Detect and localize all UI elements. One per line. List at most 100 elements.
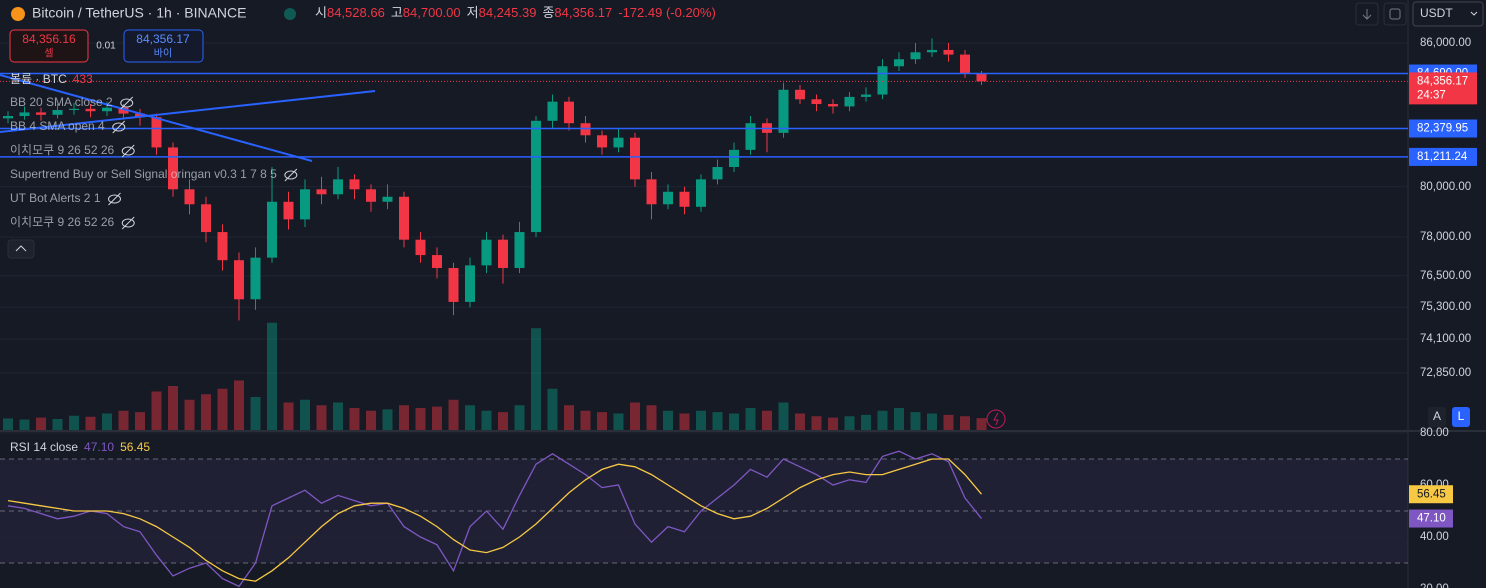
volume-bar <box>976 418 987 430</box>
buy-label: 바이 <box>154 48 172 60</box>
volume-bar <box>168 386 178 430</box>
rsi-tag <box>1409 485 1453 504</box>
hline-tag <box>1409 119 1477 138</box>
grid <box>0 42 1408 564</box>
trend-line <box>0 74 313 162</box>
rsi-value: 56.45 <box>120 440 150 454</box>
candle-body <box>679 191 690 207</box>
candle-body <box>663 191 673 205</box>
log-button[interactable] <box>1452 407 1470 427</box>
candle-body <box>102 107 112 112</box>
candle-body <box>333 179 343 195</box>
candle-body <box>514 232 525 268</box>
buy-button[interactable] <box>123 29 204 63</box>
candle-body <box>69 108 79 111</box>
alert-icon[interactable] <box>986 409 1006 429</box>
volume-bar <box>234 380 244 430</box>
volume-bar <box>597 412 607 430</box>
chevron <box>1470 11 1478 16</box>
candle-body <box>861 94 871 97</box>
candle-body <box>498 239 508 268</box>
eye-hidden-icon[interactable] <box>112 122 126 132</box>
trend-line <box>0 90 376 133</box>
ohlc-key: 고 <box>391 5 403 20</box>
indicator-name: 이치모쿠 9 26 52 26 <box>10 143 115 157</box>
ohlc-key: 시 <box>315 5 327 20</box>
rsi-legend: RSI 14 close 47.10 56.45 <box>10 440 150 454</box>
legend-toggle[interactable] <box>7 239 35 259</box>
volume-bar <box>712 412 723 430</box>
volume-bar <box>267 322 277 430</box>
volume-bar <box>184 399 195 430</box>
candle-body <box>910 52 921 60</box>
y-tick-label: 86,000.00 <box>1420 37 1471 49</box>
volume-bar <box>52 419 63 430</box>
eye-hidden-icon[interactable] <box>120 98 134 108</box>
y-tick-label: 75,300.00 <box>1420 301 1471 313</box>
volume-bar <box>399 405 409 430</box>
ohlc-value: 84,245.39 <box>479 5 537 20</box>
fullscreen-icon <box>1389 8 1401 20</box>
volume-bar <box>36 417 46 430</box>
fullscreen-button[interactable] <box>1383 2 1407 26</box>
indicator-name: 이치모쿠 9 26 52 26 <box>10 215 115 229</box>
candle-body <box>267 201 277 258</box>
volume-bar <box>118 410 129 430</box>
auto-button[interactable] <box>1428 407 1446 427</box>
y-tick-label: 80.00 <box>1420 427 1449 439</box>
eye-slash <box>121 144 135 158</box>
indicator-name: UT Bot Alerts 2 1 <box>10 191 101 205</box>
candle-body <box>646 179 657 205</box>
sell-button[interactable] <box>9 29 89 63</box>
indicator-name: BB 4 SMA open 4 <box>10 119 105 133</box>
price-tag <box>1409 72 1477 105</box>
buy-price: 84,356.17 <box>136 32 190 46</box>
chevron <box>15 245 27 252</box>
y-tick-label: 20.00 <box>1420 583 1449 588</box>
eye-hidden-icon[interactable] <box>121 146 135 156</box>
collapse-button[interactable] <box>1355 2 1379 26</box>
volume-bar <box>580 410 591 430</box>
volume-bar <box>795 413 805 430</box>
ohlc-value: 84,700.00 <box>403 5 461 20</box>
candle-body <box>613 137 624 148</box>
candle-body <box>382 196 393 202</box>
auto-label: A <box>1433 409 1441 423</box>
volume-bar <box>316 405 327 430</box>
hline-tag <box>1409 147 1477 166</box>
volume-bar <box>910 412 921 430</box>
volume-bar <box>646 405 657 430</box>
candle-body <box>184 189 195 205</box>
volume-bar <box>283 402 294 430</box>
log-label: L <box>1458 409 1465 423</box>
y-tick-label: 78,000.00 <box>1420 231 1471 243</box>
candle-body <box>135 113 145 118</box>
price-axis: 86,000.00 80,000.00 78,000.00 76,500.00 75,3… <box>1409 37 1477 588</box>
volume-bar <box>366 410 376 430</box>
volume-bar <box>201 394 211 430</box>
volume-bar <box>250 397 261 430</box>
change: -172.49 (-0.20%) <box>618 5 716 20</box>
volume-bar <box>844 416 855 430</box>
eye-hidden-icon[interactable] <box>121 218 135 228</box>
candle-body <box>976 73 987 82</box>
volume-bar <box>778 402 789 430</box>
indicator-name: BB 20 SMA close 2 <box>10 95 113 109</box>
currency-select[interactable] <box>1412 1 1484 27</box>
volume-bar <box>679 413 690 430</box>
volume-bar <box>564 405 574 430</box>
hline-label: 82,379.95 <box>1417 123 1468 135</box>
eye-hidden-icon[interactable] <box>108 194 121 204</box>
candle-body <box>349 179 360 190</box>
candle-body <box>531 120 541 233</box>
candle-body <box>316 189 327 195</box>
symbol[interactable]: Bitcoin / TetherUS · 1h · BINANCE <box>32 5 246 21</box>
candle-body <box>481 239 492 266</box>
volume-bar <box>514 405 525 430</box>
ohlc-key: 종 <box>542 5 554 20</box>
eye-hidden-icon[interactable] <box>284 170 298 180</box>
y-tick-label: 80,000.00 <box>1420 181 1471 193</box>
candle-body <box>217 232 228 261</box>
volume-bar <box>481 410 492 430</box>
